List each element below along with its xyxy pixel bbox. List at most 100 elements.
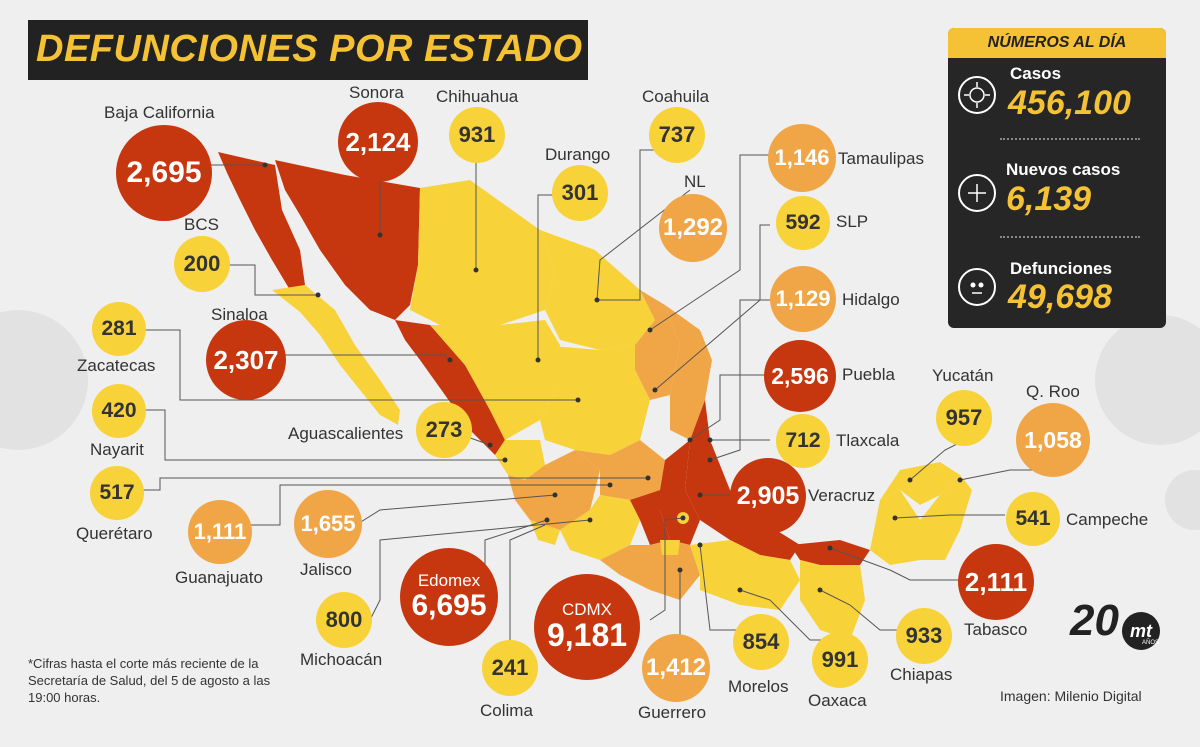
state-jalisco	[508, 450, 600, 530]
stat-label: Nuevos casos	[1006, 160, 1121, 179]
state-label: Hidalgo	[842, 290, 900, 309]
state-baja-california	[218, 152, 305, 290]
state-value: 9,181	[546, 617, 628, 654]
stat-label: Defunciones	[1010, 259, 1113, 278]
footnote: *Cifras hasta el corte más reciente de l…	[28, 656, 271, 705]
page-title: DEFUNCIONES POR ESTADO	[36, 28, 583, 70]
state-sinaloa	[395, 320, 505, 455]
state-label: BCS	[184, 215, 219, 234]
state-label: Tabasco	[964, 620, 1028, 639]
state-value-bubble: 854	[733, 614, 789, 670]
state-label: NL	[684, 172, 706, 191]
state-durango	[430, 320, 560, 440]
state-label: Zacatecas	[77, 356, 156, 375]
milenio-20-anos-logo: 20 mt AÑOS	[1070, 596, 1166, 656]
state-label: Sinaloa	[211, 305, 268, 324]
state-label: Oaxaca	[808, 691, 867, 710]
state-label: Chiapas	[890, 665, 953, 684]
state-qroo	[920, 475, 972, 560]
state-value-bubble: 420	[92, 384, 146, 438]
state-label: Sonora	[349, 83, 404, 102]
stat-label: Casos	[1010, 64, 1062, 83]
state-colima	[530, 520, 560, 545]
state-yucatan	[880, 462, 960, 505]
state-tamaulipas	[665, 305, 712, 440]
state-value-bubble: 2,111	[958, 544, 1034, 620]
state-label: Tlaxcala	[836, 431, 900, 450]
state-value-bubble: 2,124	[338, 102, 418, 182]
state-campeche	[870, 490, 920, 565]
state-nayarit	[495, 440, 545, 480]
state-value-bubble: 1,111	[188, 500, 252, 564]
state-value-bubble: 1,412	[642, 634, 710, 702]
state-label: Yucatán	[932, 366, 994, 385]
divider	[1000, 236, 1140, 238]
state-value-bubble: 933	[896, 608, 952, 664]
state-value-bubble: 991	[812, 632, 868, 688]
state-value-bubble: Edomex 6,695	[400, 548, 498, 646]
state-value-bubble: 2,596	[764, 340, 836, 412]
state-value-bubble: 1,058	[1016, 403, 1090, 477]
state-value-bubble: 2,307	[206, 320, 286, 400]
state-value-bubble: 1,129	[770, 266, 836, 332]
stat-value: 456,100	[1008, 84, 1131, 122]
logo-mark: mt	[1122, 612, 1160, 650]
divider	[1000, 138, 1140, 140]
state-label: Guanajuato	[175, 568, 263, 587]
skull-icon	[958, 268, 996, 306]
state-label: Coahuila	[642, 87, 710, 106]
state-michoacan	[560, 495, 640, 560]
state-label: Veracruz	[808, 486, 876, 505]
state-label: Guerrero	[638, 703, 707, 722]
state-label: Colima	[480, 701, 533, 720]
state-chiapas	[800, 560, 865, 640]
state-sonora	[275, 160, 420, 320]
state-label: Querétaro	[76, 524, 153, 543]
state-value-bubble: CDMX 9,181	[534, 574, 640, 680]
state-label: Edomex	[417, 571, 481, 591]
stats-panel-header: NÚMEROS AL DÍA	[948, 28, 1166, 58]
state-value-bubble: 1,292	[659, 194, 727, 262]
state-value-bubble: 592	[776, 196, 830, 250]
virus-icon	[958, 76, 996, 114]
state-value-bubble: 737	[649, 107, 705, 163]
state-value-bubble: 241	[482, 640, 538, 696]
state-label: Durango	[545, 145, 611, 164]
state-label: Michoacán	[300, 650, 383, 669]
state-label: Tamaulipas	[838, 149, 924, 168]
state-value-bubble: 2,905	[730, 458, 806, 534]
state-label: Q. Roo	[1026, 382, 1080, 401]
state-label: Chihuahua	[436, 87, 519, 106]
state-tabasco	[790, 540, 870, 565]
state-value-bubble: 931	[449, 107, 505, 163]
stat-value: 49,698	[1008, 278, 1112, 316]
state-label: Puebla	[842, 365, 895, 384]
state-value-bubble: 541	[1006, 492, 1060, 546]
state-value-bubble: 301	[552, 165, 608, 221]
state-label: SLP	[836, 212, 869, 231]
state-value-bubble: 1,655	[294, 490, 362, 558]
state-label: Nayarit	[90, 440, 144, 459]
state-value-bubble: 200	[174, 236, 230, 292]
state-value: 6,695	[411, 589, 487, 623]
state-value-bubble: 957	[936, 390, 992, 446]
plus-icon	[958, 174, 996, 212]
state-value-bubble: 517	[90, 466, 144, 520]
state-label: Campeche	[1066, 510, 1149, 529]
state-label: CDMX	[561, 600, 613, 620]
state-label: Aguascalientes	[288, 424, 404, 443]
state-morelos	[660, 540, 680, 555]
state-value-bubble: 281	[92, 302, 146, 356]
logo-sub: AÑOS	[1142, 640, 1160, 646]
state-value-bubble: 2,695	[116, 125, 212, 221]
state-veracruz	[685, 400, 800, 560]
state-label: Baja California	[104, 103, 215, 122]
state-puebla	[660, 440, 700, 545]
logo-number: 20	[1070, 596, 1119, 645]
state-label: Jalisco	[300, 560, 352, 579]
stat-value: 6,139	[1006, 180, 1092, 218]
state-value-bubble: 712	[776, 414, 830, 468]
image-credit: Imagen: Milenio Digital	[1000, 688, 1142, 704]
